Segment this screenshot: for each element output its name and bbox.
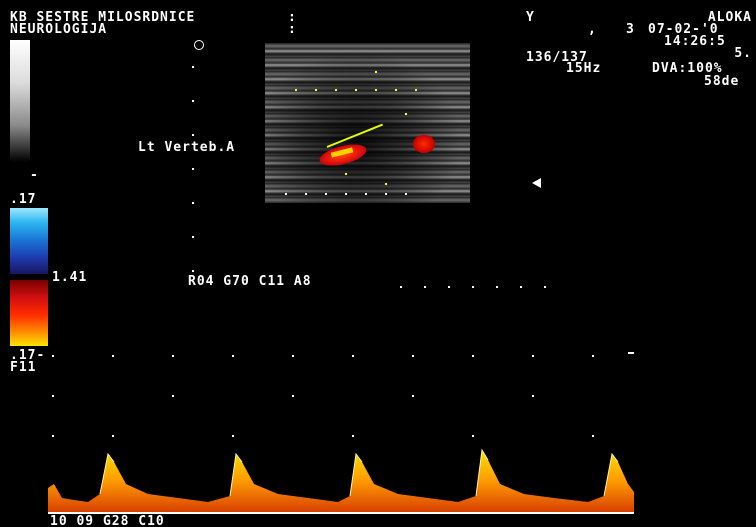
header-separator: : [288,10,297,25]
grayscale-dash: - [30,168,39,183]
dva-value: DVA:100% [652,61,723,76]
frame-rate: 136/137 [526,50,588,65]
velocity-value: 1.41 [52,270,88,285]
bmode-image [265,43,470,203]
header-separator: : [288,22,297,37]
focus-gate-icon [194,40,204,50]
image-settings: R04 G70 C11 A8 [188,274,312,289]
y-mark: Y [526,10,535,25]
angle-value: 58de [704,74,740,89]
filter-value: F11 [10,360,37,375]
position-marker-icon [532,178,541,188]
header-comma: , [588,22,597,37]
doppler-baseline [48,512,634,514]
exam-date: 07-02-'0 [648,22,719,37]
grayscale-bar [10,40,30,162]
department-name: NEUROLOGIJA [10,22,108,37]
institution-name: KB SESTRE MILOSRDNICE [10,10,196,25]
color-flow-secondary [413,135,435,153]
color-scale-red [10,280,48,346]
bottom-settings: 10 09 G28 C10 [50,514,165,527]
exam-time: 14:26:5 [664,34,726,49]
scale-bottom-value: .17- [10,348,46,363]
depth-value: 5. [734,46,752,61]
color-scale-blue [10,208,48,274]
prf-value: 15Hz [566,61,602,76]
spectral-waveform [48,448,634,512]
header-number: 3 [626,22,635,37]
manufacturer-name: ALOKA [707,10,752,25]
vessel-label: Lt Verteb.A [138,140,236,155]
scale-top-value: .17 [10,192,37,207]
